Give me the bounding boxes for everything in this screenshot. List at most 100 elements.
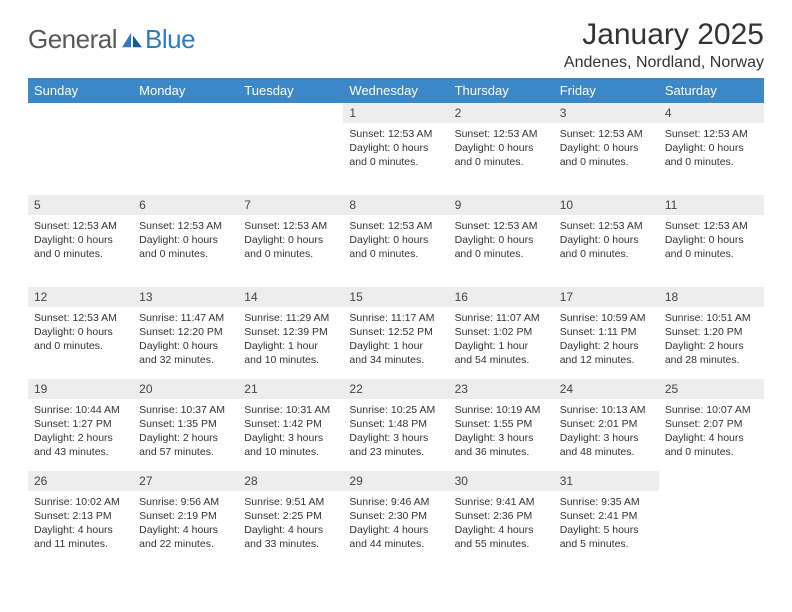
calendar-day-cell: 27Sunrise: 9:56 AMSunset: 2:19 PMDayligh…: [133, 471, 238, 563]
day-detail-line: Sunset: 12:53 AM: [244, 220, 337, 234]
calendar-day-cell: [238, 103, 343, 195]
calendar-day-cell: 6Sunset: 12:53 AMDaylight: 0 hours and 0…: [133, 195, 238, 287]
day-detail-line: Daylight: 0 hours and 0 minutes.: [560, 234, 653, 262]
day-detail-line: Daylight: 2 hours and 43 minutes.: [34, 432, 127, 460]
calendar-day-cell: 5Sunset: 12:53 AMDaylight: 0 hours and 0…: [28, 195, 133, 287]
day-detail-line: Sunrise: 10:07 AM: [665, 404, 758, 418]
day-detail-line: Sunrise: 10:02 AM: [34, 496, 127, 510]
day-detail-line: Sunrise: 10:37 AM: [139, 404, 232, 418]
calendar-week-row: 19Sunrise: 10:44 AMSunset: 1:27 PMDaylig…: [28, 379, 764, 471]
weekday-header: Thursday: [449, 78, 554, 103]
day-number: 31: [554, 471, 659, 491]
day-details: Sunrise: 10:07 AMSunset: 2:07 PMDaylight…: [659, 399, 764, 463]
calendar-day-cell: 16Sunrise: 11:07 AMSunset: 1:02 PMDaylig…: [449, 287, 554, 379]
day-detail-line: Sunrise: 10:19 AM: [455, 404, 548, 418]
calendar-table: Sunday Monday Tuesday Wednesday Thursday…: [28, 78, 764, 563]
day-details: Sunset: 12:53 AMDaylight: 0 hours and 0 …: [28, 307, 133, 358]
day-detail-line: Sunrise: 10:51 AM: [665, 312, 758, 326]
day-detail-line: Sunset: 12:53 AM: [349, 128, 442, 142]
day-details: [238, 109, 343, 118]
day-detail-line: Daylight: 0 hours and 0 minutes.: [349, 234, 442, 262]
day-detail-line: Sunrise: 10:25 AM: [349, 404, 442, 418]
day-detail-line: Sunset: 12:53 AM: [34, 312, 127, 326]
day-detail-line: Daylight: 5 hours and 5 minutes.: [560, 524, 653, 552]
day-details: [659, 477, 764, 486]
day-number: 26: [28, 471, 133, 491]
day-detail-line: Sunset: 12:20 PM: [139, 326, 232, 340]
day-details: Sunrise: 9:35 AMSunset: 2:41 PMDaylight:…: [554, 491, 659, 555]
day-detail-line: Sunset: 1:35 PM: [139, 418, 232, 432]
day-detail-line: Sunset: 2:36 PM: [455, 510, 548, 524]
day-detail-line: Sunrise: 11:07 AM: [455, 312, 548, 326]
day-detail-line: Sunset: 12:53 AM: [665, 128, 758, 142]
weekday-header: Sunday: [28, 78, 133, 103]
calendar-day-cell: 4Sunset: 12:53 AMDaylight: 0 hours and 0…: [659, 103, 764, 195]
day-detail-line: Daylight: 0 hours and 0 minutes.: [665, 234, 758, 262]
day-details: Sunset: 12:53 AMDaylight: 0 hours and 0 …: [343, 123, 448, 174]
day-details: Sunrise: 10:51 AMSunset: 1:20 PMDaylight…: [659, 307, 764, 371]
day-detail-line: Sunrise: 10:59 AM: [560, 312, 653, 326]
day-detail-line: Daylight: 0 hours and 0 minutes.: [34, 234, 127, 262]
day-detail-line: Daylight: 3 hours and 36 minutes.: [455, 432, 548, 460]
calendar-day-cell: 28Sunrise: 9:51 AMSunset: 2:25 PMDayligh…: [238, 471, 343, 563]
location: Andenes, Nordland, Norway: [564, 54, 764, 72]
calendar-day-cell: [659, 471, 764, 563]
day-detail-line: Sunset: 2:25 PM: [244, 510, 337, 524]
day-detail-line: Daylight: 0 hours and 0 minutes.: [139, 234, 232, 262]
day-details: Sunrise: 11:29 AMSunset: 12:39 PMDayligh…: [238, 307, 343, 371]
weekday-header: Friday: [554, 78, 659, 103]
day-detail-line: Sunset: 1:48 PM: [349, 418, 442, 432]
day-details: Sunrise: 9:51 AMSunset: 2:25 PMDaylight:…: [238, 491, 343, 555]
day-number: 6: [133, 195, 238, 215]
calendar-day-cell: [133, 103, 238, 195]
day-number: 9: [449, 195, 554, 215]
weekday-header: Wednesday: [343, 78, 448, 103]
day-details: Sunset: 12:53 AMDaylight: 0 hours and 0 …: [28, 215, 133, 266]
calendar-day-cell: 3Sunset: 12:53 AMDaylight: 0 hours and 0…: [554, 103, 659, 195]
day-detail-line: Sunset: 1:42 PM: [244, 418, 337, 432]
weekday-header: Tuesday: [238, 78, 343, 103]
day-number: 27: [133, 471, 238, 491]
brand-sail-icon: [121, 31, 143, 49]
day-detail-line: Sunset: 12:53 AM: [560, 128, 653, 142]
day-detail-line: Sunset: 2:41 PM: [560, 510, 653, 524]
day-number: 12: [28, 287, 133, 307]
day-details: Sunrise: 10:59 AMSunset: 1:11 PMDaylight…: [554, 307, 659, 371]
day-details: Sunset: 12:53 AMDaylight: 0 hours and 0 …: [659, 215, 764, 266]
day-number: 18: [659, 287, 764, 307]
day-detail-line: Sunset: 2:30 PM: [349, 510, 442, 524]
day-details: Sunrise: 11:07 AMSunset: 1:02 PMDaylight…: [449, 307, 554, 371]
day-detail-line: Daylight: 0 hours and 0 minutes.: [34, 326, 127, 354]
day-detail-line: Sunset: 1:20 PM: [665, 326, 758, 340]
day-detail-line: Sunrise: 9:35 AM: [560, 496, 653, 510]
day-details: Sunrise: 10:02 AMSunset: 2:13 PMDaylight…: [28, 491, 133, 555]
day-detail-line: Sunset: 1:55 PM: [455, 418, 548, 432]
day-detail-line: Daylight: 3 hours and 23 minutes.: [349, 432, 442, 460]
day-number: 11: [659, 195, 764, 215]
day-number: 28: [238, 471, 343, 491]
day-details: Sunset: 12:53 AMDaylight: 0 hours and 0 …: [554, 215, 659, 266]
day-details: [28, 109, 133, 118]
day-detail-line: Daylight: 4 hours and 55 minutes.: [455, 524, 548, 552]
day-detail-line: Sunset: 12:53 AM: [455, 128, 548, 142]
day-details: Sunrise: 10:19 AMSunset: 1:55 PMDaylight…: [449, 399, 554, 463]
day-detail-line: Sunrise: 10:31 AM: [244, 404, 337, 418]
day-detail-line: Daylight: 4 hours and 33 minutes.: [244, 524, 337, 552]
day-number: 23: [449, 379, 554, 399]
calendar-day-cell: [28, 103, 133, 195]
day-detail-line: Sunrise: 11:29 AM: [244, 312, 337, 326]
day-detail-line: Daylight: 1 hour and 34 minutes.: [349, 340, 442, 368]
day-details: Sunrise: 10:31 AMSunset: 1:42 PMDaylight…: [238, 399, 343, 463]
day-number: 4: [659, 103, 764, 123]
brand-logo: General Blue: [28, 18, 195, 55]
day-number: 10: [554, 195, 659, 215]
calendar-day-cell: 12Sunset: 12:53 AMDaylight: 0 hours and …: [28, 287, 133, 379]
day-number: 29: [343, 471, 448, 491]
day-detail-line: Sunset: 2:07 PM: [665, 418, 758, 432]
day-number: 13: [133, 287, 238, 307]
calendar-day-cell: 11Sunset: 12:53 AMDaylight: 0 hours and …: [659, 195, 764, 287]
day-number: 30: [449, 471, 554, 491]
day-detail-line: Sunset: 2:13 PM: [34, 510, 127, 524]
day-detail-line: Daylight: 4 hours and 22 minutes.: [139, 524, 232, 552]
day-details: Sunset: 12:53 AMDaylight: 0 hours and 0 …: [554, 123, 659, 174]
